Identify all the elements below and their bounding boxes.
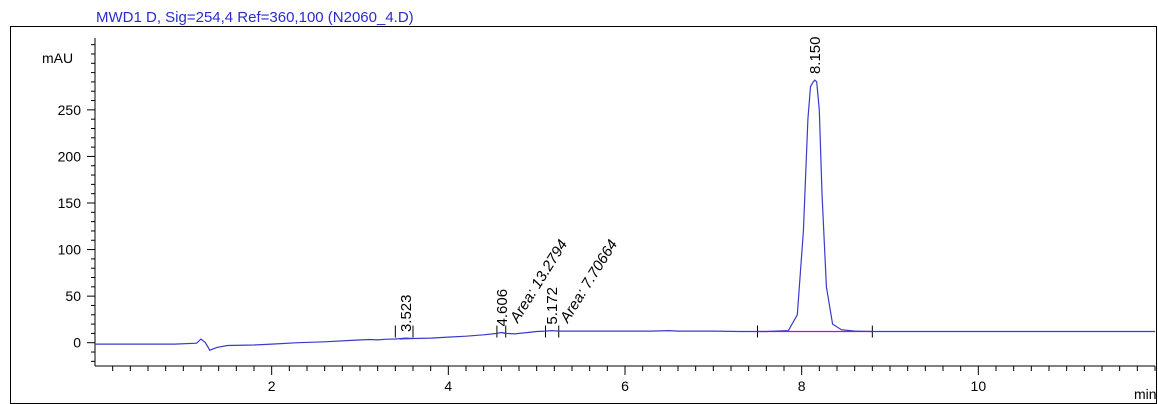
- signal-line: [95, 79, 1155, 351]
- peak-rt-label: 4.606: [494, 289, 511, 327]
- peak-rt-label: 5.172: [544, 287, 561, 325]
- y-axis-unit-label: mAU: [42, 50, 73, 66]
- x-tick-label: 2: [268, 378, 276, 394]
- x-axis-unit-label: min: [1134, 386, 1157, 402]
- chart-title: MWD1 D, Sig=254,4 Ref=360,100 (N2060_4.D…: [96, 9, 414, 26]
- x-tick-label: 10: [971, 378, 987, 394]
- peak-rt-label: 8.150: [807, 37, 824, 75]
- signal-trace: [95, 79, 1155, 351]
- x-tick-label: 4: [444, 378, 452, 394]
- x-tick-label: 6: [621, 378, 629, 394]
- y-tick-label: 50: [65, 288, 81, 304]
- y-tick-label: 100: [58, 242, 82, 258]
- x-tick-label: 8: [798, 378, 806, 394]
- y-tick-label: 250: [58, 102, 82, 118]
- outer-border: [10, 26, 1157, 404]
- peak-rt-label: 3.523: [398, 295, 415, 333]
- y-tick-label: 200: [58, 148, 82, 164]
- axes: 0 50 100 150 200 250 2 4 6 8 10: [58, 38, 1156, 394]
- y-tick-label: 150: [58, 195, 82, 211]
- y-tick-label: 0: [73, 335, 81, 351]
